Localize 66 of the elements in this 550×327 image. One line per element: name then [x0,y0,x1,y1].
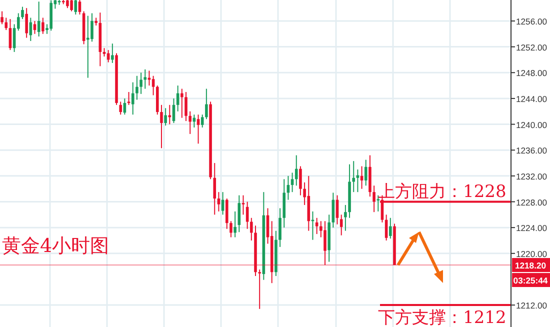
y-tick-label: 1212.00 [516,300,548,311]
candlestick [160,104,163,149]
candlestick [238,194,241,233]
candlestick [164,108,167,126]
candlestick [389,217,392,240]
candlestick [294,154,298,186]
candlestick [352,160,356,193]
y-tick-label: 1244.00 [516,94,548,104]
candlestick [225,198,228,230]
candlestick [74,0,78,16]
candlestick [168,104,172,125]
candlestick [372,185,376,213]
candlestick [33,20,36,34]
y-tick-label: 1256.00 [516,16,548,26]
y-tick-label: 1220.00 [516,248,548,259]
candlestick [140,72,142,94]
candlestick [250,217,253,241]
candlestick [205,88,208,120]
candlestick [234,210,236,238]
candlestick [217,192,220,212]
y-tick-label: 1236.00 [516,146,548,156]
candlestick [324,220,326,266]
candlestick [188,110,192,134]
y-tick-label: 1248.00 [516,68,548,78]
candlestick [144,68,147,90]
candlestick [111,43,114,64]
y-tick-label: 1232.00 [516,171,548,182]
candlestick [119,101,122,116]
y-tick-label: 1240.00 [516,120,548,130]
candlestick [258,269,261,310]
candlestick [25,8,28,38]
candlestick [376,194,380,212]
candlestick [246,201,249,230]
candlestick [230,220,232,238]
y-tick-label: 1224.00 [516,223,548,234]
candlestick [90,12,94,42]
candlestick [200,114,204,128]
candlestick [315,217,318,235]
candlestick [70,0,73,12]
candlestick [136,75,138,100]
candlestick [152,75,155,96]
candlestick [344,204,347,232]
candlestick [196,114,200,144]
candlestick [184,92,188,122]
ref-line-label: 上方阻力：1228 [378,182,506,202]
ref-line-label: 下方支撑：1212 [378,308,506,327]
candlestick [290,172,294,193]
candlestick [131,82,134,116]
candlestick [180,88,184,118]
candlestick [242,194,245,216]
candlestick [213,162,216,216]
y-tick-label: 1228.00 [516,197,548,208]
candlestick [42,17,44,34]
candlestick [278,208,282,248]
candlestick [340,214,343,236]
candlestick [127,92,130,106]
candlestick [21,6,24,20]
candlestick [299,166,302,196]
candlestick [78,0,82,16]
candlestick [4,17,8,31]
text: 黄金4小时图 [2,235,110,257]
y-tick-label: 1252.00 [516,42,548,52]
ref-line-label: 1218.20 [514,260,546,271]
candlestick [0,10,4,25]
candlestick [364,159,368,186]
text: 03:25:44 [513,276,548,286]
